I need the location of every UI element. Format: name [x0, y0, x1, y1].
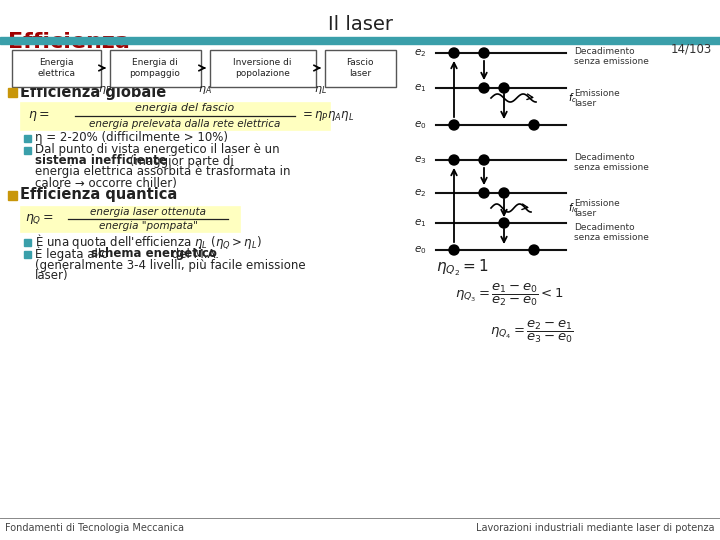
- Text: Efficienza: Efficienza: [8, 32, 130, 52]
- Text: $e_2$: $e_2$: [414, 187, 426, 199]
- Text: senza emissione: senza emissione: [574, 57, 649, 65]
- FancyBboxPatch shape: [325, 50, 395, 86]
- Bar: [24, 147, 31, 154]
- Text: $e_0$: $e_0$: [414, 119, 426, 131]
- Circle shape: [499, 188, 509, 198]
- Text: schema energetico: schema energetico: [91, 247, 217, 260]
- Text: $e_2$: $e_2$: [414, 47, 426, 59]
- Text: energia elettrica assorbita è trasformata in: energia elettrica assorbita è trasformat…: [35, 165, 290, 179]
- Text: Decadimento: Decadimento: [574, 153, 634, 163]
- Text: $e_1$: $e_1$: [414, 217, 426, 229]
- Text: Efficienza quantica: Efficienza quantica: [20, 187, 177, 202]
- Bar: [20, 102, 330, 130]
- Bar: [24, 251, 31, 258]
- Text: senza emissione: senza emissione: [574, 164, 649, 172]
- Text: $e_1$: $e_1$: [414, 82, 426, 94]
- Circle shape: [449, 245, 459, 255]
- Text: $\eta_A$: $\eta_A$: [198, 84, 212, 96]
- Text: 14/103: 14/103: [671, 43, 712, 56]
- Text: η = 2-20% (difficilmente > 10%): η = 2-20% (difficilmente > 10%): [35, 132, 228, 145]
- Text: Decadimento: Decadimento: [574, 46, 634, 56]
- Bar: [0, 37, 720, 44]
- Circle shape: [479, 83, 489, 93]
- FancyBboxPatch shape: [109, 50, 200, 86]
- Text: laser: laser: [574, 210, 596, 219]
- Text: (maggior parte di: (maggior parte di: [126, 154, 234, 167]
- Text: $f_{lc}$: $f_{lc}$: [568, 201, 579, 215]
- Text: energia prelevata dalla rete elettrica: energia prelevata dalla rete elettrica: [89, 119, 281, 129]
- Circle shape: [499, 83, 509, 93]
- Text: energia del fascio: energia del fascio: [135, 103, 235, 113]
- Text: Energia
elettrica: Energia elettrica: [37, 58, 75, 78]
- Text: $\eta_L$: $\eta_L$: [313, 84, 326, 96]
- Text: Inversione di
popolazione: Inversione di popolazione: [233, 58, 292, 78]
- Bar: [24, 239, 31, 246]
- Text: È una quota dell'efficienza $\eta_L$ ($\eta_Q > \eta_L$): È una quota dell'efficienza $\eta_L$ ($\…: [35, 233, 262, 251]
- Circle shape: [449, 48, 459, 58]
- Circle shape: [499, 218, 509, 228]
- Text: Fascio
laser: Fascio laser: [346, 58, 374, 78]
- Text: energia "pompata": energia "pompata": [99, 221, 197, 231]
- Text: $\eta_{Q_4} = \dfrac{e_2 - e_1}{e_3 - e_0}$: $\eta_{Q_4} = \dfrac{e_2 - e_1}{e_3 - e_…: [490, 319, 574, 345]
- Text: $\eta_Q =$: $\eta_Q =$: [25, 212, 54, 226]
- Text: $f_c$: $f_c$: [568, 91, 577, 105]
- Text: $\eta =$: $\eta =$: [28, 109, 50, 123]
- FancyBboxPatch shape: [12, 50, 101, 86]
- Circle shape: [449, 155, 459, 165]
- Text: laser: laser: [574, 99, 596, 109]
- Text: sistema inefficiente: sistema inefficiente: [35, 154, 167, 167]
- Text: Lavorazioni industriali mediante laser di potenza: Lavorazioni industriali mediante laser d…: [477, 523, 715, 533]
- Circle shape: [529, 245, 539, 255]
- Bar: [24, 135, 31, 142]
- Bar: [8, 88, 17, 97]
- Text: senza emissione: senza emissione: [574, 233, 649, 241]
- Text: $= \eta_P \eta_A \eta_L$: $= \eta_P \eta_A \eta_L$: [300, 109, 354, 123]
- Circle shape: [529, 120, 539, 130]
- Text: Fondamenti di Tecnologia Meccanica: Fondamenti di Tecnologia Meccanica: [5, 523, 184, 533]
- Text: calore → occorre chiller): calore → occorre chiller): [35, 177, 177, 190]
- Text: Il laser: Il laser: [328, 15, 392, 34]
- Circle shape: [479, 188, 489, 198]
- Text: Emissione: Emissione: [574, 90, 620, 98]
- Circle shape: [479, 48, 489, 58]
- Text: del M.A.: del M.A.: [168, 247, 220, 260]
- Text: Energia di
pompaggio: Energia di pompaggio: [130, 58, 181, 78]
- Text: Dal punto di vista energetico il laser è un: Dal punto di vista energetico il laser è…: [35, 144, 279, 157]
- Text: $e_3$: $e_3$: [414, 154, 426, 166]
- Text: Efficienza globale: Efficienza globale: [20, 84, 166, 99]
- Circle shape: [479, 155, 489, 165]
- Text: Decadimento: Decadimento: [574, 222, 634, 232]
- Text: $\eta_{Q_3} = \dfrac{e_1 - e_0}{e_2 - e_0} < 1$: $\eta_{Q_3} = \dfrac{e_1 - e_0}{e_2 - e_…: [455, 282, 564, 308]
- Bar: [8, 191, 17, 200]
- Text: $\eta_P$: $\eta_P$: [98, 84, 112, 96]
- Text: laser): laser): [35, 269, 68, 282]
- Text: Emissione: Emissione: [574, 199, 620, 208]
- Text: $\eta_{Q_2} = 1$: $\eta_{Q_2} = 1$: [436, 258, 489, 278]
- Text: energia laser ottenuta: energia laser ottenuta: [90, 207, 206, 217]
- Circle shape: [449, 120, 459, 130]
- Text: (generalmente 3-4 livelli, più facile emissione: (generalmente 3-4 livelli, più facile em…: [35, 259, 305, 272]
- Text: $e_0$: $e_0$: [414, 244, 426, 256]
- FancyBboxPatch shape: [210, 50, 315, 86]
- Bar: [20, 206, 240, 232]
- Text: È legata allo: È legata allo: [35, 247, 112, 261]
